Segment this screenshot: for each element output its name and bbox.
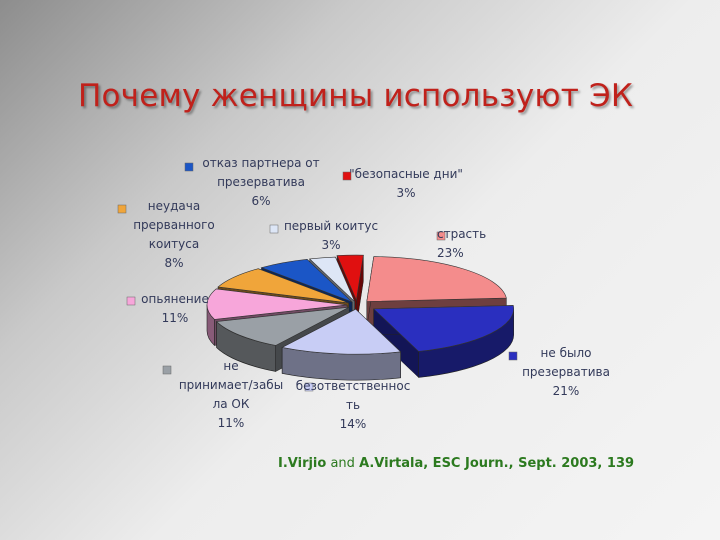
pie-labels: страсть 23% не было презерватива 21% безответ…: [117, 156, 610, 431]
pie-slice-top-2: [281, 308, 402, 355]
slice-label-3: не принимает/забы ла ОК 11%: [179, 359, 283, 430]
slice-label-2: безответственнос ть 14%: [296, 379, 411, 431]
legend-marker-3: [162, 365, 172, 375]
pie-slice-top-4: [206, 288, 348, 320]
pie-slices: [206, 254, 514, 381]
legend-marker-0: [436, 231, 446, 241]
pie-slice-top-0: [366, 256, 507, 302]
legend-marker-1: [508, 351, 518, 361]
pie-slice-1: [372, 305, 514, 379]
page-title: Почему женщины используют ЭК: [78, 78, 634, 114]
slice-label-7: первый коитус 3%: [284, 219, 378, 252]
source-citation: I.Virjio and A.Virtala, ESC Journ., Sept…: [278, 456, 708, 471]
pie-slice-top-7: [309, 256, 355, 302]
pie-slice-top-8: [336, 254, 364, 302]
slice-label-0: страсть 23%: [437, 227, 486, 260]
legend-marker-7: [269, 224, 279, 234]
legend-marker-5: [117, 204, 127, 214]
source-author2: A.Virtala, ESC Journ., Sept. 2003, 139: [359, 456, 635, 471]
legend-marker-6: [184, 162, 194, 172]
slice-label-5: неудача прерванного коитуса 8%: [133, 199, 215, 270]
pie-slice-2: [281, 308, 402, 381]
slice-label-8: "безопасные дни" 3%: [349, 167, 463, 200]
legend-marker-2: [304, 382, 314, 392]
source-author1: I.Virjio: [278, 456, 327, 471]
slice-label-6: отказ партнера от презерватива 6%: [202, 156, 319, 208]
pie-slice-top-1: [372, 305, 514, 352]
slice-label-4: опьянение 11%: [141, 292, 209, 325]
legend-marker-8: [342, 171, 352, 181]
legend-marker-4: [126, 296, 136, 306]
slice-label-1: не было презерватива 21%: [522, 346, 610, 398]
pie-slice-top-6: [260, 259, 353, 303]
source-and: and: [326, 456, 360, 471]
pie-slice-top-3: [215, 306, 350, 346]
pie-slice-top-5: [217, 268, 349, 304]
